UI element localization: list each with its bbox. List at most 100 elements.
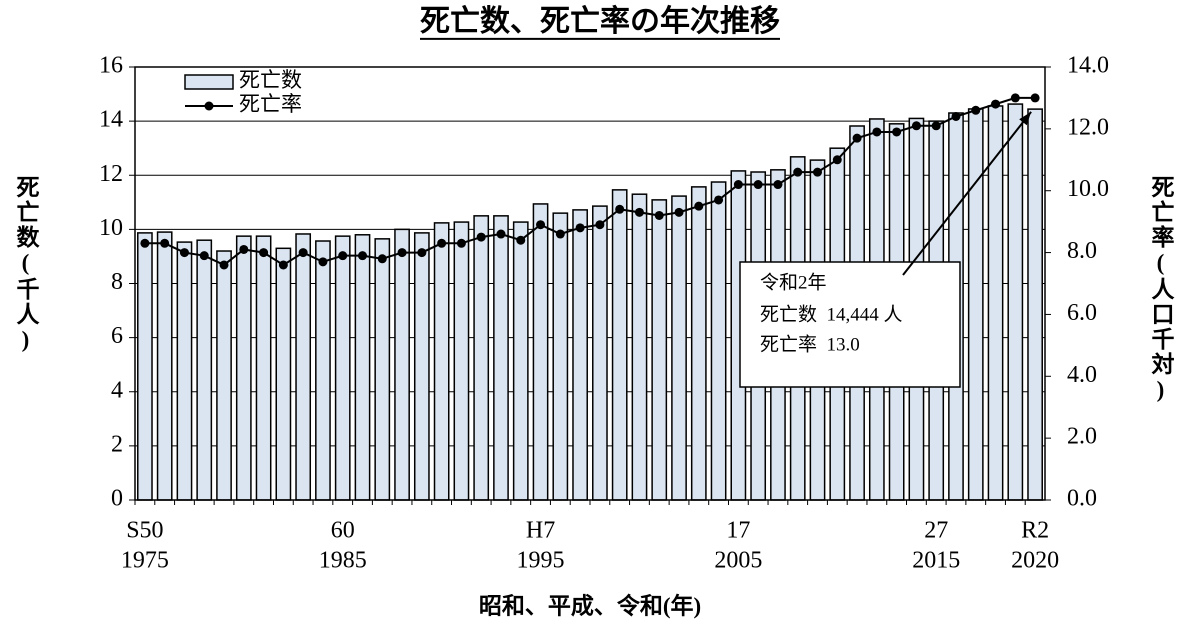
point [456,238,466,248]
y-axis-label: 死亡数(千人) [13,175,38,354]
bar [592,205,608,501]
bar [572,209,588,501]
point [634,207,644,217]
point [674,207,684,217]
bar [690,186,707,501]
y-tick-label: 12 [99,161,123,187]
point [615,204,625,214]
bar [354,234,371,501]
legend-swatch [184,74,234,90]
point [140,238,150,248]
x-era-label: R2 [1021,518,1049,544]
y2-axis-label: 死亡率(人口千対) [1148,175,1173,404]
point [516,235,526,245]
point [179,248,189,258]
point [397,248,407,258]
point [377,254,387,264]
bar [216,250,232,501]
point [753,180,763,190]
bar [176,241,193,501]
bar [967,108,984,501]
point [536,220,546,230]
y2-tick-label: 8.0 [1067,238,1097,264]
annotation-title: 令和2年 [760,271,827,293]
x-tick-label: 1975 [121,548,169,574]
point [694,201,704,211]
point [358,251,367,261]
bar [710,181,727,501]
y2-tick-label: 0.0 [1067,486,1097,512]
point [813,167,822,177]
bar [1007,103,1024,501]
y-tick-label: 2 [111,431,123,457]
point [911,121,921,131]
point [595,220,605,230]
bar [631,193,648,501]
bar [275,247,292,501]
chart-title: 死亡数、死亡率の年次推移 [420,5,780,38]
point [338,251,348,261]
y-tick-label: 8 [111,269,123,295]
point [219,260,229,270]
x-tick-label: 2015 [912,548,960,574]
y-tick-label: 16 [99,53,123,79]
bar [315,240,331,501]
bar [196,239,213,501]
point [278,260,288,270]
line [144,96,1036,267]
bar [512,221,529,501]
point [1030,93,1040,103]
bar [156,231,173,501]
bar [374,238,391,501]
annotation-arrow [902,111,1032,276]
bar [1027,108,1043,501]
x-tick-label: 1995 [517,548,565,574]
annotation-box [739,261,961,388]
bar [611,189,628,501]
point [496,229,506,239]
y-tick-label: 0 [111,486,123,512]
point [832,155,842,165]
y2-tick-label: 14.0 [1067,53,1109,79]
y2-tick-label: 12.0 [1067,114,1109,140]
bar [453,221,470,501]
point [733,180,743,190]
bar [473,215,490,501]
point [951,111,961,121]
point [971,105,981,115]
y2-tick-label: 4.0 [1067,362,1097,388]
plot-frame [134,66,1046,501]
bar [394,228,410,501]
annotation-arrowhead [1019,111,1032,126]
x-era-label: H7 [526,518,555,544]
x-era-label: 60 [331,518,355,544]
point [714,195,724,205]
legend-label: 死亡率 [239,92,302,116]
x-era-label: S50 [126,518,163,544]
bar [413,232,430,501]
point [872,127,882,137]
y-tick-label: 10 [99,215,123,241]
point [318,257,328,267]
bar [334,235,351,501]
point [892,127,902,137]
y2-tick-label: 2.0 [1067,424,1097,450]
x-tick-label: 1985 [319,548,367,574]
x-era-label: 27 [924,518,948,544]
point [239,244,249,254]
x-era-label: 17 [726,518,750,544]
bar [433,222,450,501]
x-tick-label: 2020 [1011,548,1059,574]
point [199,251,209,261]
point [852,133,862,143]
point [931,121,941,131]
y2-tick-label: 10.0 [1067,176,1109,202]
x-axis-label: 昭和、平成、令和(年) [479,592,701,618]
point [160,238,170,248]
annotation-line: 死亡数 14,444 人 [760,303,903,325]
point [555,229,565,239]
point [437,238,447,248]
y-tick-label: 4 [111,377,123,403]
point [1010,93,1020,103]
bar [552,212,569,501]
